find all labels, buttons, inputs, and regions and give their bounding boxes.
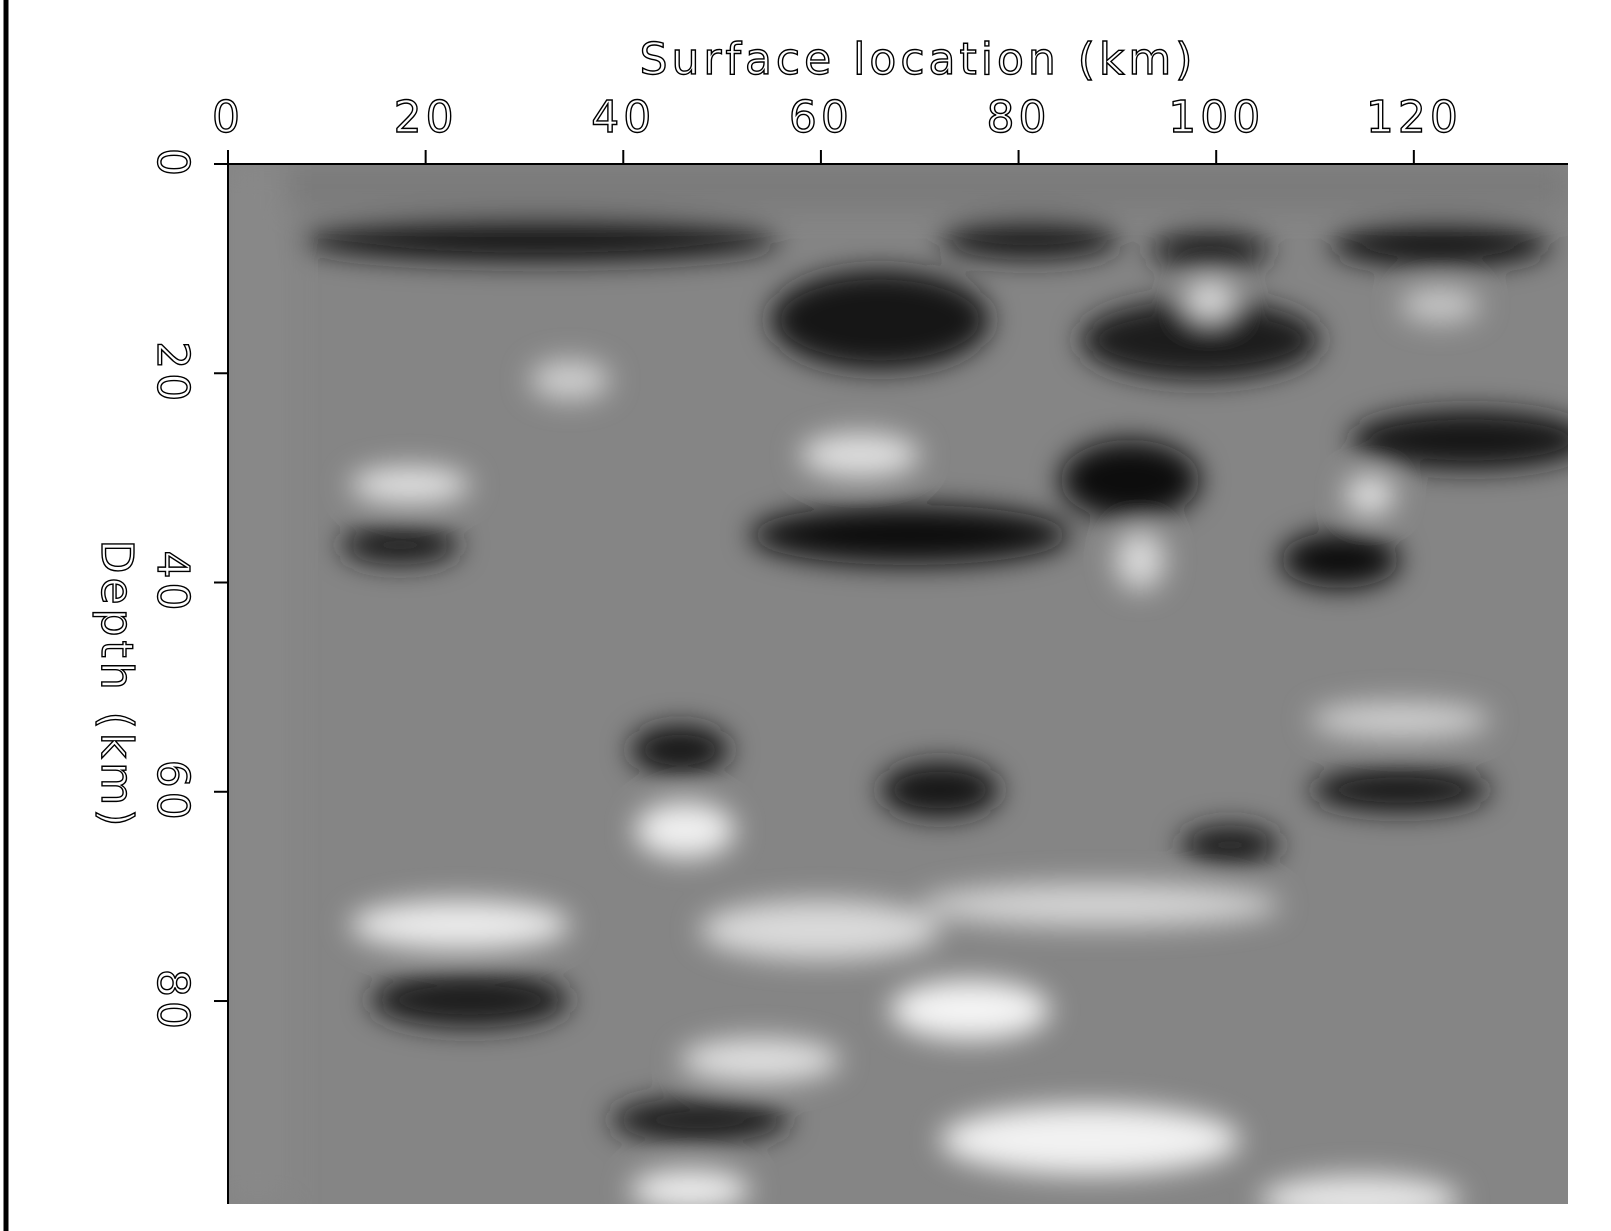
y-tick-label: 20 — [147, 341, 198, 405]
x-tick-label: 120 — [1366, 92, 1462, 143]
y-axis-title: Depth (km) — [91, 540, 142, 831]
x-tick-label: 60 — [789, 92, 853, 143]
x-axis-title: Surface location (km) — [640, 34, 1197, 85]
x-tick-label: 40 — [591, 92, 655, 143]
y-tick-label: 40 — [147, 551, 198, 615]
x-tick-label: 100 — [1168, 92, 1264, 143]
x-tick-label: 80 — [987, 92, 1051, 143]
x-tick-label: 0 — [212, 92, 244, 143]
y-tick-label: 60 — [147, 760, 198, 824]
seismic-image — [228, 164, 1568, 1204]
y-tick-label: 0 — [147, 148, 198, 180]
x-tick-label: 20 — [394, 92, 458, 143]
y-tick-label: 80 — [147, 969, 198, 1033]
